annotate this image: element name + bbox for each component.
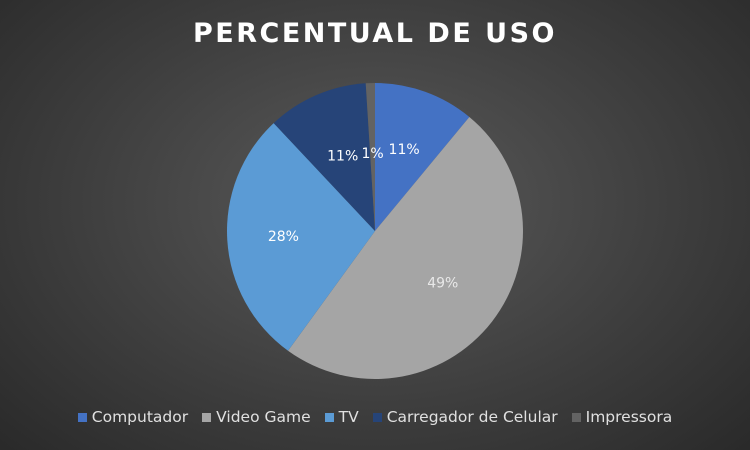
data-label-impressora: 1% — [361, 146, 383, 162]
legend-label: Video Game — [216, 408, 311, 426]
data-label-tv: 28% — [268, 229, 299, 245]
legend-item-carregador-de-celular: Carregador de Celular — [372, 408, 558, 426]
data-label-video-game: 49% — [427, 276, 458, 292]
legend-swatch — [372, 412, 382, 422]
pie-slice-carregador-de-celular — [273, 83, 375, 231]
pie-slice-computador — [375, 83, 470, 231]
pie-slice-video-game — [288, 116, 523, 379]
legend-label: TV — [338, 408, 359, 426]
pie-slice-tv — [227, 123, 375, 351]
chart-title: PERCENTUAL DE USO — [193, 18, 557, 49]
legend-swatch — [77, 412, 87, 422]
pie-slice-impressora — [365, 83, 375, 231]
data-label-carregador-de-celular: 11% — [327, 148, 358, 164]
legend-item-video-game: Video Game — [202, 408, 311, 426]
legend-label: Carregador de Celular — [386, 408, 558, 426]
legend-swatch — [202, 412, 212, 422]
legend-item-tv: TV — [324, 408, 359, 426]
pie-slices — [227, 83, 523, 379]
legend-label: Impressora — [585, 408, 673, 426]
legend-item-impressora: Impressora — [571, 408, 673, 426]
legend: Computador Video Game TV Carregador de Celu… — [0, 408, 750, 426]
legend-swatch — [324, 412, 334, 422]
legend-label: Computador — [91, 408, 189, 426]
legend-item-computador: Computador — [77, 408, 189, 426]
legend-swatch — [571, 412, 581, 422]
data-label-computador: 11% — [389, 142, 420, 158]
pie-data-labels: 11%49%28%11% 1% — [268, 142, 459, 291]
